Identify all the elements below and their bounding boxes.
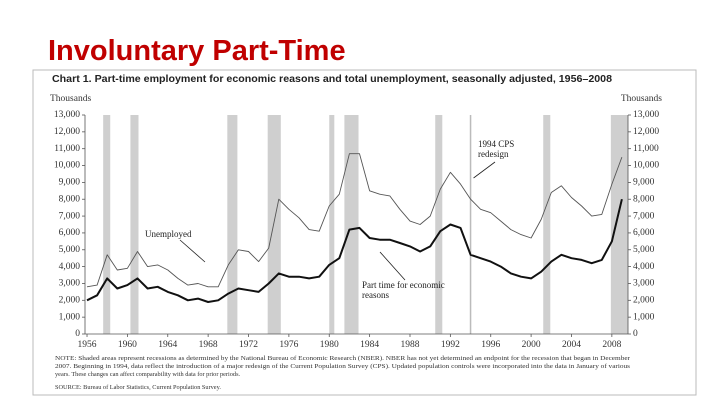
y2-tick-label: 10,000 [633, 161, 659, 171]
y-tick-label: 2,000 [59, 295, 81, 305]
x-tick-label: 1972 [239, 340, 258, 350]
series-line [86, 198, 623, 303]
annotation: redesign [478, 149, 509, 159]
x-tick-label: 2000 [522, 340, 541, 350]
note-line: years. These changes can affect comparab… [55, 371, 241, 378]
y2-tick-label: 6,000 [633, 228, 655, 238]
y-tick-label: 11,000 [54, 144, 80, 154]
y-tick-label: 3,000 [59, 279, 81, 289]
y-tick-label: 13,000 [54, 110, 80, 120]
y-tick-label: 12,000 [54, 127, 80, 137]
note-line: 2007. Beginning in 1994, data reflect th… [55, 363, 631, 370]
y2-tick-label: 13,000 [633, 110, 659, 120]
y2-tick-label: 0 [633, 329, 638, 339]
recession-band [610, 115, 628, 334]
y2-tick-label: 7,000 [633, 211, 655, 221]
y2-tick-label: 4,000 [633, 262, 655, 272]
y-tick-label: 9,000 [59, 178, 81, 188]
recession-band [103, 115, 111, 334]
recession-band [267, 115, 281, 334]
x-tick-label: 1996 [481, 340, 500, 350]
annotation: Unemployed [145, 229, 192, 239]
x-tick-label: 1984 [360, 340, 379, 350]
recession-band [329, 115, 335, 334]
x-tick-label: 1964 [158, 340, 177, 350]
y2-tick-label: 5,000 [633, 245, 655, 255]
y-tick-label: 4,000 [59, 262, 81, 272]
x-tick-label: 1980 [320, 340, 339, 350]
y-tick-label: 6,000 [59, 228, 81, 238]
recession-band [543, 115, 551, 334]
x-tick-label: 1976 [279, 340, 298, 350]
source: SOURCE: Bureau of Labor Statistics, Curr… [55, 384, 221, 391]
series-line [86, 153, 623, 288]
x-tick-label: 1992 [441, 340, 460, 350]
y-tick-label: 0 [75, 329, 80, 339]
y2-tick-label: 12,000 [633, 127, 659, 137]
y2-tick-label: 3,000 [633, 279, 655, 289]
y2-tick-label: 8,000 [633, 194, 655, 204]
recession-band [130, 115, 139, 334]
note-line: NOTE: Shaded areas represent recessions … [55, 355, 631, 362]
annotation: reasons [362, 290, 389, 300]
recession-band [344, 115, 359, 334]
annotation: 1994 CPS [478, 139, 514, 149]
y-axis-label: Thousands [50, 94, 91, 104]
x-tick-label: 2004 [562, 340, 581, 350]
y2-axis-label: Thousands [621, 94, 662, 104]
x-tick-label: 1960 [118, 340, 137, 350]
annotation-arrow [179, 239, 206, 263]
y2-tick-label: 1,000 [633, 312, 655, 322]
x-tick-label: 1968 [199, 340, 218, 350]
recession-band [227, 115, 238, 334]
y-tick-label: 8,000 [59, 194, 81, 204]
x-tick-label: 1956 [78, 340, 97, 350]
y-tick-label: 7,000 [59, 211, 81, 221]
x-tick-label: 1988 [400, 340, 419, 350]
x-tick-label: 2008 [602, 340, 621, 350]
y-tick-label: 10,000 [54, 161, 80, 171]
y-tick-label: 5,000 [59, 245, 81, 255]
recession-band [435, 115, 443, 334]
slide-title: Involuntary Part-Time [48, 35, 346, 67]
annotation-arrow [473, 161, 496, 179]
y2-tick-label: 2,000 [633, 295, 655, 305]
y2-tick-label: 9,000 [633, 178, 655, 188]
annotation-arrow [379, 251, 406, 281]
y2-tick-label: 11,000 [633, 144, 659, 154]
annotation: Part time for economic [362, 280, 445, 290]
y-tick-label: 1,000 [59, 312, 81, 322]
chart-title: Chart 1. Part-time employment for econom… [52, 74, 612, 85]
